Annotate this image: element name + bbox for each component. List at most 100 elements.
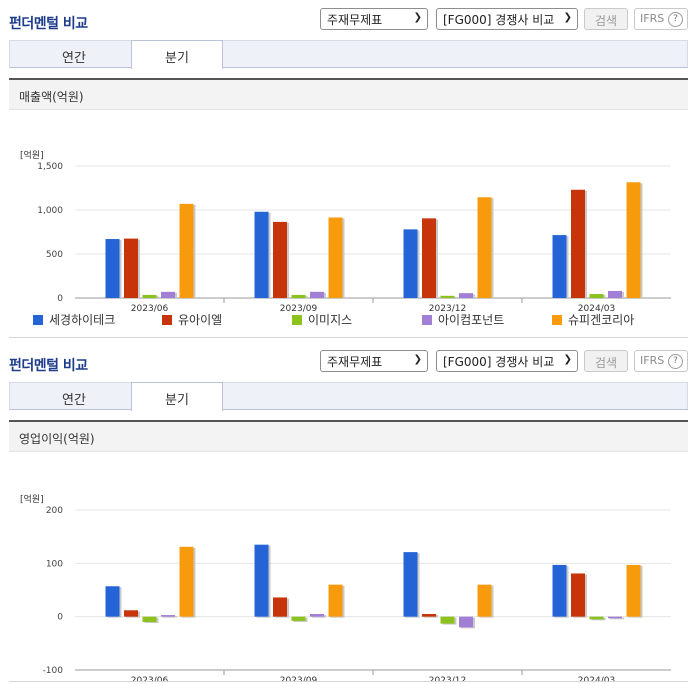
statement-select-value: 주재무제표 [327, 13, 383, 27]
bar-2023-09-1[interactable] [273, 221, 287, 298]
bar-2023-06-1[interactable] [124, 610, 138, 617]
section-title: 펀더멘털 비교 [9, 358, 88, 374]
x-tick-label: 2023/09 [280, 676, 318, 682]
peer-select[interactable]: [FG000] 경쟁사 비교 ❯ [436, 350, 578, 372]
bar-2023-06-2[interactable] [142, 294, 157, 298]
y-tick-label: 1,000 [37, 206, 63, 216]
statement-select[interactable]: 주재무제표 ❯ [320, 8, 428, 30]
ifrs-help-button[interactable]: IFRS ? [634, 350, 688, 372]
bar-2023-09-0[interactable] [254, 211, 269, 298]
bar-2023-12-1[interactable] [422, 218, 436, 298]
bar-2023-12-2[interactable] [440, 616, 455, 624]
question-icon: ? [668, 12, 683, 27]
divider [9, 681, 688, 682]
bar-2023-12-3[interactable] [459, 293, 473, 298]
bar-2023-12-4[interactable] [477, 584, 492, 617]
search-button[interactable]: 검색 [584, 8, 628, 30]
bar-2023-12-3[interactable] [459, 616, 473, 628]
x-tick-label: 2023/12 [429, 676, 466, 682]
bar-2023-12-1[interactable] [422, 614, 436, 617]
bar-2023-06-0[interactable] [105, 586, 120, 617]
tab-quarterly[interactable]: 분기 [131, 40, 223, 69]
x-tick-label: 2023/06 [131, 304, 169, 314]
section-header: 펀더멘털 비교 주재무제표 ❯ [FG000] 경쟁사 비교 ❯ 검색 IFRS… [0, 0, 696, 36]
operating-profit-chart: [억원] -100 0 100 200 2023/06 2023/09 2023/12 2024… [20, 493, 671, 682]
bar-2024-03-3[interactable] [608, 616, 622, 619]
y-unit-label: [억원] [20, 493, 44, 505]
legend-swatch[interactable] [162, 315, 172, 325]
legend-label[interactable]: 이미지스 [308, 313, 352, 327]
bar-2023-06-2[interactable] [142, 616, 157, 622]
legend-label[interactable]: 세경하이테크 [49, 313, 115, 327]
bar-2024-03-0[interactable] [552, 564, 567, 617]
chart-title: 영업이익(억원) [9, 422, 688, 452]
bar-2024-03-1[interactable] [571, 189, 585, 298]
bar-2023-06-4[interactable] [179, 203, 194, 298]
x-tick-label: 2024/03 [578, 676, 615, 682]
bar-2023-09-4[interactable] [328, 584, 343, 617]
bar-2023-12-2[interactable] [440, 295, 455, 298]
bar-2023-09-3[interactable] [310, 291, 324, 298]
chevron-down-icon: ❯ [563, 12, 572, 23]
legend-swatch[interactable] [33, 315, 43, 325]
y-tick-label: 500 [46, 250, 63, 260]
revenue-chart: [억원] 0 500 1,000 1,500 2023/06 2023/09 2023/12 2… [20, 149, 671, 327]
bar-2024-03-0[interactable] [552, 235, 567, 298]
bar-2024-03-4[interactable] [626, 182, 641, 298]
bar-2023-06-1[interactable] [124, 238, 138, 298]
peer-select[interactable]: [FG000] 경쟁사 비교 ❯ [436, 8, 578, 30]
bar-2024-03-3[interactable] [608, 290, 622, 298]
x-tick-label: 2023/06 [131, 676, 169, 682]
bar-2023-12-0[interactable] [403, 552, 418, 617]
period-tabs: 연간 분기 [9, 382, 688, 411]
bar-2023-06-0[interactable] [105, 239, 120, 298]
bar-2023-06-3[interactable] [161, 615, 175, 617]
bar-2023-06-3[interactable] [161, 291, 175, 298]
y-tick-label: 0 [57, 613, 63, 623]
statement-select[interactable]: 주재무제표 ❯ [320, 350, 428, 372]
chart-panel-operating-profit: 영업이익(억원) [억원] -100 0 100 200 2023/06 2023/09 20… [9, 420, 688, 682]
bar-2024-03-4[interactable] [626, 564, 641, 617]
question-icon: ? [668, 354, 683, 369]
x-tick-label: 2024/03 [578, 304, 615, 314]
period-tabs: 연간 분기 [9, 40, 688, 69]
divider [9, 337, 688, 338]
y-tick-label: 100 [46, 559, 63, 569]
section-header: 펀더멘털 비교 주재무제표 ❯ [FG000] 경쟁사 비교 ❯ 검색 IFRS… [0, 342, 696, 378]
y-tick-label: -100 [43, 666, 64, 676]
bar-2023-09-1[interactable] [273, 597, 287, 617]
bar-2023-09-0[interactable] [254, 544, 269, 617]
bar-2023-12-4[interactable] [477, 197, 492, 298]
ifrs-label: IFRS [640, 354, 665, 367]
bar-2024-03-2[interactable] [589, 616, 604, 620]
bar-2023-12-0[interactable] [403, 229, 418, 298]
bar-2023-09-2[interactable] [291, 294, 306, 298]
tab-annual[interactable]: 연간 [62, 393, 86, 408]
tab-annual[interactable]: 연간 [62, 51, 86, 66]
y-tick-label: 0 [57, 294, 63, 304]
bar-2023-06-4[interactable] [179, 546, 194, 617]
bar-2024-03-1[interactable] [571, 573, 585, 617]
y-tick-label: 1,500 [37, 162, 63, 172]
chevron-down-icon: ❯ [413, 354, 422, 365]
y-tick-label: 200 [46, 506, 63, 516]
tab-quarterly[interactable]: 분기 [131, 382, 223, 411]
bar-2023-09-4[interactable] [328, 217, 343, 298]
bar-shadow [163, 616, 177, 618]
ifrs-help-button[interactable]: IFRS ? [634, 8, 688, 30]
legend-swatch[interactable] [552, 315, 562, 325]
bar-2023-09-2[interactable] [291, 616, 306, 621]
legend-swatch[interactable] [422, 315, 432, 325]
chevron-down-icon: ❯ [413, 12, 422, 23]
legend-label[interactable]: 슈피겐코리아 [568, 313, 634, 327]
chart-title: 매출액(억원) [9, 80, 688, 110]
x-tick-label: 2023/12 [429, 304, 466, 314]
search-button[interactable]: 검색 [584, 350, 628, 372]
legend-swatch[interactable] [292, 315, 302, 325]
section-title: 펀더멘털 비교 [9, 16, 88, 32]
legend-label[interactable]: 아이컴포넌트 [438, 313, 504, 327]
bar-2024-03-2[interactable] [589, 294, 604, 298]
legend-label[interactable]: 유아이엘 [178, 313, 222, 327]
bar-2023-09-3[interactable] [310, 614, 324, 617]
x-tick-label: 2023/09 [280, 304, 318, 314]
